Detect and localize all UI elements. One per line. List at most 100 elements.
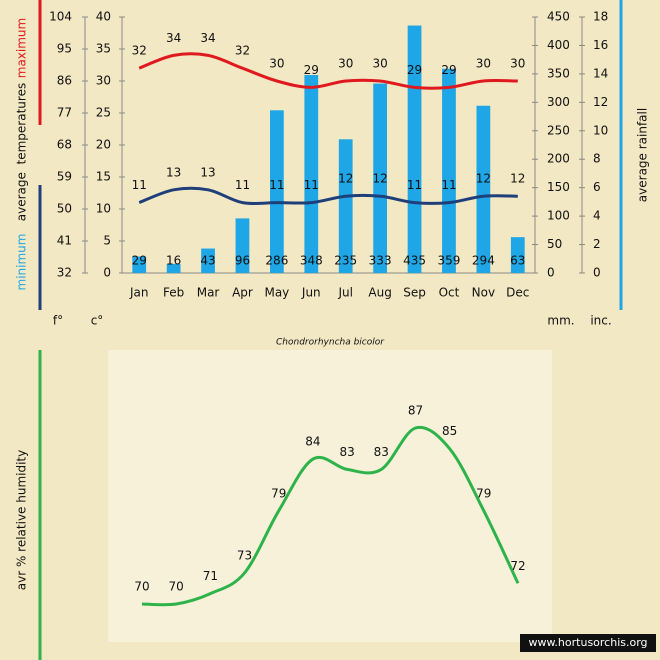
data-label: 11 [407, 178, 422, 192]
x-tick-label: Feb [163, 286, 184, 300]
tick-label: 40 [96, 10, 111, 24]
tick-label: 104 [49, 10, 72, 24]
tick-label: 10 [96, 202, 111, 216]
data-label: 13 [166, 165, 181, 179]
tick-label: 35 [96, 42, 111, 56]
data-label: 435 [403, 254, 426, 268]
y-unit: c° [91, 314, 104, 328]
tick-label: 50 [547, 237, 562, 251]
tick-label: 350 [547, 66, 570, 80]
tick-label: 100 [547, 209, 570, 223]
data-label: 333 [369, 254, 392, 268]
tick-label: 150 [547, 180, 570, 194]
bar [304, 75, 319, 273]
tick-label: 0 [103, 266, 111, 280]
data-label: 16 [166, 254, 181, 268]
data-label: 29 [441, 63, 456, 77]
data-label: 30 [269, 57, 284, 71]
x-tick-label: Jul [337, 286, 352, 300]
tick-label: 6 [593, 180, 601, 194]
tick-label: 450 [547, 10, 570, 24]
x-tick-label: Apr [232, 286, 253, 300]
tick-label: 41 [57, 234, 72, 248]
x-tick-label: Dec [506, 286, 529, 300]
data-label: 70 [169, 580, 184, 594]
data-label: 96 [235, 254, 250, 268]
data-label: 29 [304, 63, 319, 77]
y2-unit: mm. [547, 314, 574, 328]
data-label: 30 [510, 57, 525, 71]
data-label: 85 [442, 424, 457, 438]
tick-label: 200 [547, 152, 570, 166]
tick-label: 18 [593, 10, 608, 24]
data-label: 11 [132, 178, 147, 192]
data-label: 70 [134, 580, 149, 594]
tick-label: 25 [96, 106, 111, 120]
data-label: 11 [269, 178, 284, 192]
data-label: 348 [300, 254, 323, 268]
watermark: www.hortusorchis.org [528, 636, 647, 649]
data-label: 12 [476, 172, 491, 186]
tick-label: 68 [57, 138, 72, 152]
y-title: average temperatures [15, 83, 29, 221]
bar [132, 256, 147, 273]
x-tick-label: May [264, 286, 289, 300]
tick-label: 10 [593, 123, 608, 137]
x-tick-label: Jun [301, 286, 321, 300]
bar [442, 68, 456, 273]
bar [269, 110, 284, 273]
tick-label: 15 [96, 170, 111, 184]
data-label: 34 [200, 31, 215, 45]
data-label: 29 [407, 63, 422, 77]
tick-label: 95 [57, 42, 72, 56]
data-label: 71 [203, 569, 218, 583]
bar [338, 139, 353, 273]
tick-label: 16 [593, 38, 608, 52]
tick-label: 400 [547, 38, 570, 52]
data-label: 11 [441, 178, 456, 192]
data-label: 30 [372, 57, 387, 71]
x-tick-label: Jan [129, 286, 149, 300]
x-tick-label: Mar [197, 286, 220, 300]
tick-label: 77 [57, 106, 72, 120]
data-label: 30 [476, 57, 491, 71]
tick-label: 50 [57, 202, 72, 216]
data-label: 11 [235, 178, 250, 192]
y-title-min: minimum [15, 234, 29, 291]
humidity-title: avr % relative humidity [15, 450, 29, 591]
tick-label: 20 [96, 138, 111, 152]
data-label: 359 [438, 254, 461, 268]
yf-unit: f° [53, 314, 63, 328]
tick-label: 32 [57, 266, 72, 280]
data-label: 12 [372, 172, 387, 186]
bar [373, 83, 388, 273]
x-tick-label: Nov [472, 286, 495, 300]
tick-label: 5 [103, 234, 111, 248]
bar [510, 237, 525, 273]
tick-label: 12 [593, 95, 608, 109]
data-label: 29 [132, 254, 147, 268]
bar [476, 105, 491, 273]
line [138, 52, 518, 90]
line [141, 425, 520, 607]
data-label: 84 [305, 435, 320, 449]
tick-label: 250 [547, 123, 570, 137]
tick-label: 86 [57, 74, 72, 88]
tick-label: 59 [57, 170, 72, 184]
data-label: 63 [510, 254, 525, 268]
bar [201, 248, 215, 273]
y3-unit: inc. [590, 314, 611, 328]
data-label: 87 [408, 404, 423, 418]
tick-label: 300 [547, 95, 570, 109]
x-tick-label: Oct [439, 286, 460, 300]
bar [235, 218, 250, 273]
tick-label: 30 [96, 74, 111, 88]
y-title-max: maximum [15, 18, 29, 78]
data-label: 83 [374, 445, 389, 459]
watermark-box [520, 634, 656, 652]
tick-label: 8 [593, 152, 601, 166]
data-label: 32 [235, 44, 250, 58]
data-label: 12 [338, 172, 353, 186]
